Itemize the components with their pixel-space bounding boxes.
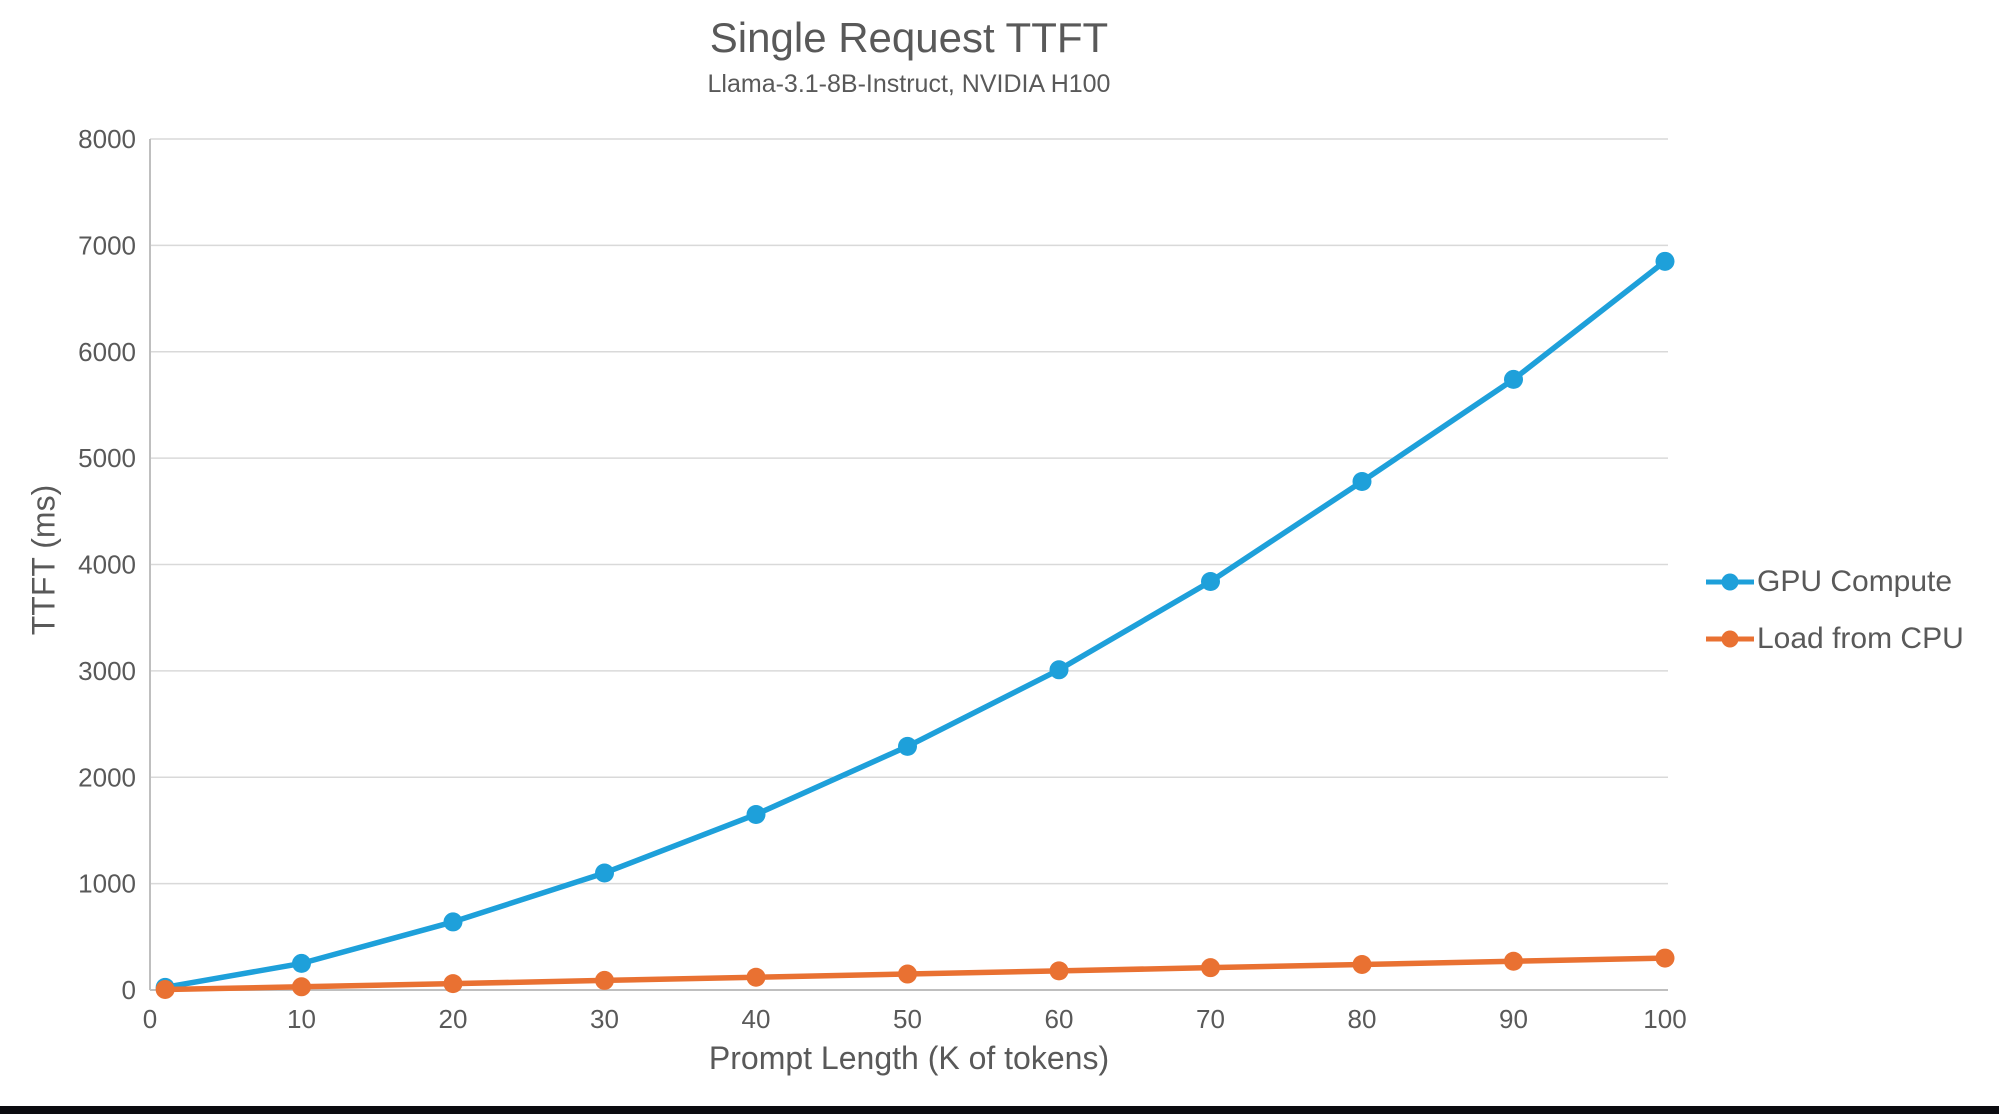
legend-marker-icon (1706, 630, 1754, 647)
y-tick-label: 6000 (78, 337, 136, 367)
x-tick-label: 70 (1196, 1004, 1225, 1034)
data-point-load-from-cpu (1049, 961, 1069, 981)
data-point-load-from-cpu (1352, 954, 1372, 974)
data-point-gpu-compute (1352, 472, 1372, 492)
y-tick-label: 2000 (78, 762, 136, 792)
y-tick-label: 5000 (78, 443, 136, 473)
x-tick-label: 100 (1643, 1004, 1686, 1034)
data-point-gpu-compute (1504, 369, 1523, 389)
series-line-gpu-compute (162, 258, 1668, 991)
y-tick-label: 1000 (78, 869, 136, 899)
x-tick-label: 10 (287, 1004, 316, 1034)
data-point-load-from-cpu (1504, 951, 1523, 971)
data-point-load-from-cpu (1201, 958, 1220, 978)
y-tick-label: 7000 (78, 230, 136, 260)
data-point-gpu-compute (1201, 572, 1220, 592)
x-tick-label: 80 (1348, 1004, 1377, 1034)
legend-item-load-from-cpu: Load from CPU (1706, 610, 1964, 667)
chart-subtitle: Llama-3.1-8B-Instruct, NVIDIA H100 (707, 70, 1111, 98)
data-point-gpu-compute (1655, 251, 1675, 271)
data-point-gpu-compute (443, 912, 463, 932)
data-point-load-from-cpu (292, 977, 311, 997)
data-point-gpu-compute (746, 804, 766, 824)
data-point-gpu-compute (1049, 660, 1069, 680)
y-tick-label: 3000 (78, 656, 136, 686)
x-tick-label: 30 (590, 1004, 619, 1034)
legend-item-gpu-compute: GPU Compute (1706, 553, 1964, 610)
legend: GPU Compute Load from CPU (1706, 553, 1964, 667)
y-tick-label: 0 (122, 975, 136, 1005)
data-point-load-from-cpu (746, 967, 766, 987)
data-point-gpu-compute (595, 863, 614, 883)
data-point-load-from-cpu (1655, 948, 1675, 968)
data-point-gpu-compute (292, 953, 311, 973)
data-point-load-from-cpu (898, 964, 917, 984)
x-axis-title: Prompt Length (K of tokens) (708, 1040, 1110, 1076)
y-tick-label: 8000 (78, 124, 136, 154)
data-point-load-from-cpu (443, 974, 463, 994)
x-tick-label: 90 (1499, 1004, 1528, 1034)
legend-marker-icon (1706, 573, 1754, 590)
y-axis-title: TTFT (ms) (25, 484, 62, 636)
x-tick-label: 20 (439, 1004, 468, 1034)
legend-label: GPU Compute (1757, 564, 1953, 598)
bottom-border-bar (0, 1106, 1999, 1114)
data-point-load-from-cpu (595, 970, 614, 990)
chart-title: Single Request TTFT (709, 14, 1109, 61)
x-tick-label: 50 (893, 1004, 922, 1034)
x-tick-label: 40 (742, 1004, 771, 1034)
data-point-load-from-cpu (155, 979, 175, 999)
y-tick-label: 4000 (78, 550, 136, 580)
x-tick-label: 0 (143, 1004, 157, 1034)
legend-label: Load from CPU (1757, 621, 1964, 655)
x-tick-label: 60 (1045, 1004, 1074, 1034)
data-point-gpu-compute (898, 736, 917, 756)
